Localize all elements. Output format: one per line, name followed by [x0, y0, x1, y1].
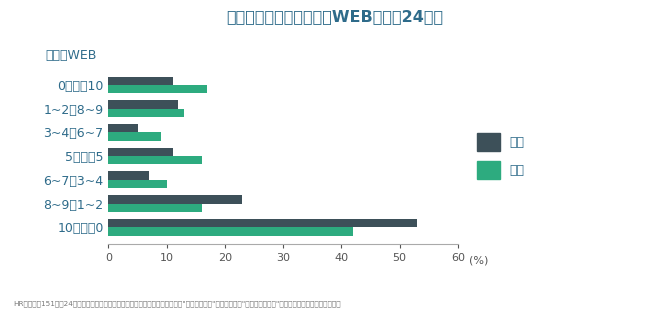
Bar [109, 108, 184, 117]
Bar [109, 124, 137, 132]
Text: (%): (%) [470, 256, 489, 266]
Bar [109, 180, 167, 188]
Bar [109, 100, 178, 108]
Bar [109, 171, 149, 180]
Text: HR総研「第151回》24卒採用」最終面接に「対面形式」回帰の流れも、理糳は"オンライン派"多数、面接は"志望度向上の場"」により弊社にてグラフを作成: HR総研「第151回》24卒採用」最終面接に「対面形式」回帰の流れも、理糳は"オ… [13, 300, 341, 307]
Bar [109, 219, 417, 227]
Text: 対面：WEB: 対面：WEB [46, 49, 97, 62]
Bar [109, 85, 208, 93]
Bar [109, 204, 202, 212]
Bar [109, 132, 161, 141]
Text: 最終面接のオンライン・WEB比率（24卒）: 最終面接のオンライン・WEB比率（24卒） [226, 9, 444, 24]
Legend: 文糳, 理糳: 文糳, 理糳 [471, 127, 531, 185]
Bar [109, 77, 172, 85]
Bar [109, 156, 202, 164]
Bar [109, 227, 353, 236]
Bar [109, 148, 172, 156]
Bar [109, 195, 243, 204]
